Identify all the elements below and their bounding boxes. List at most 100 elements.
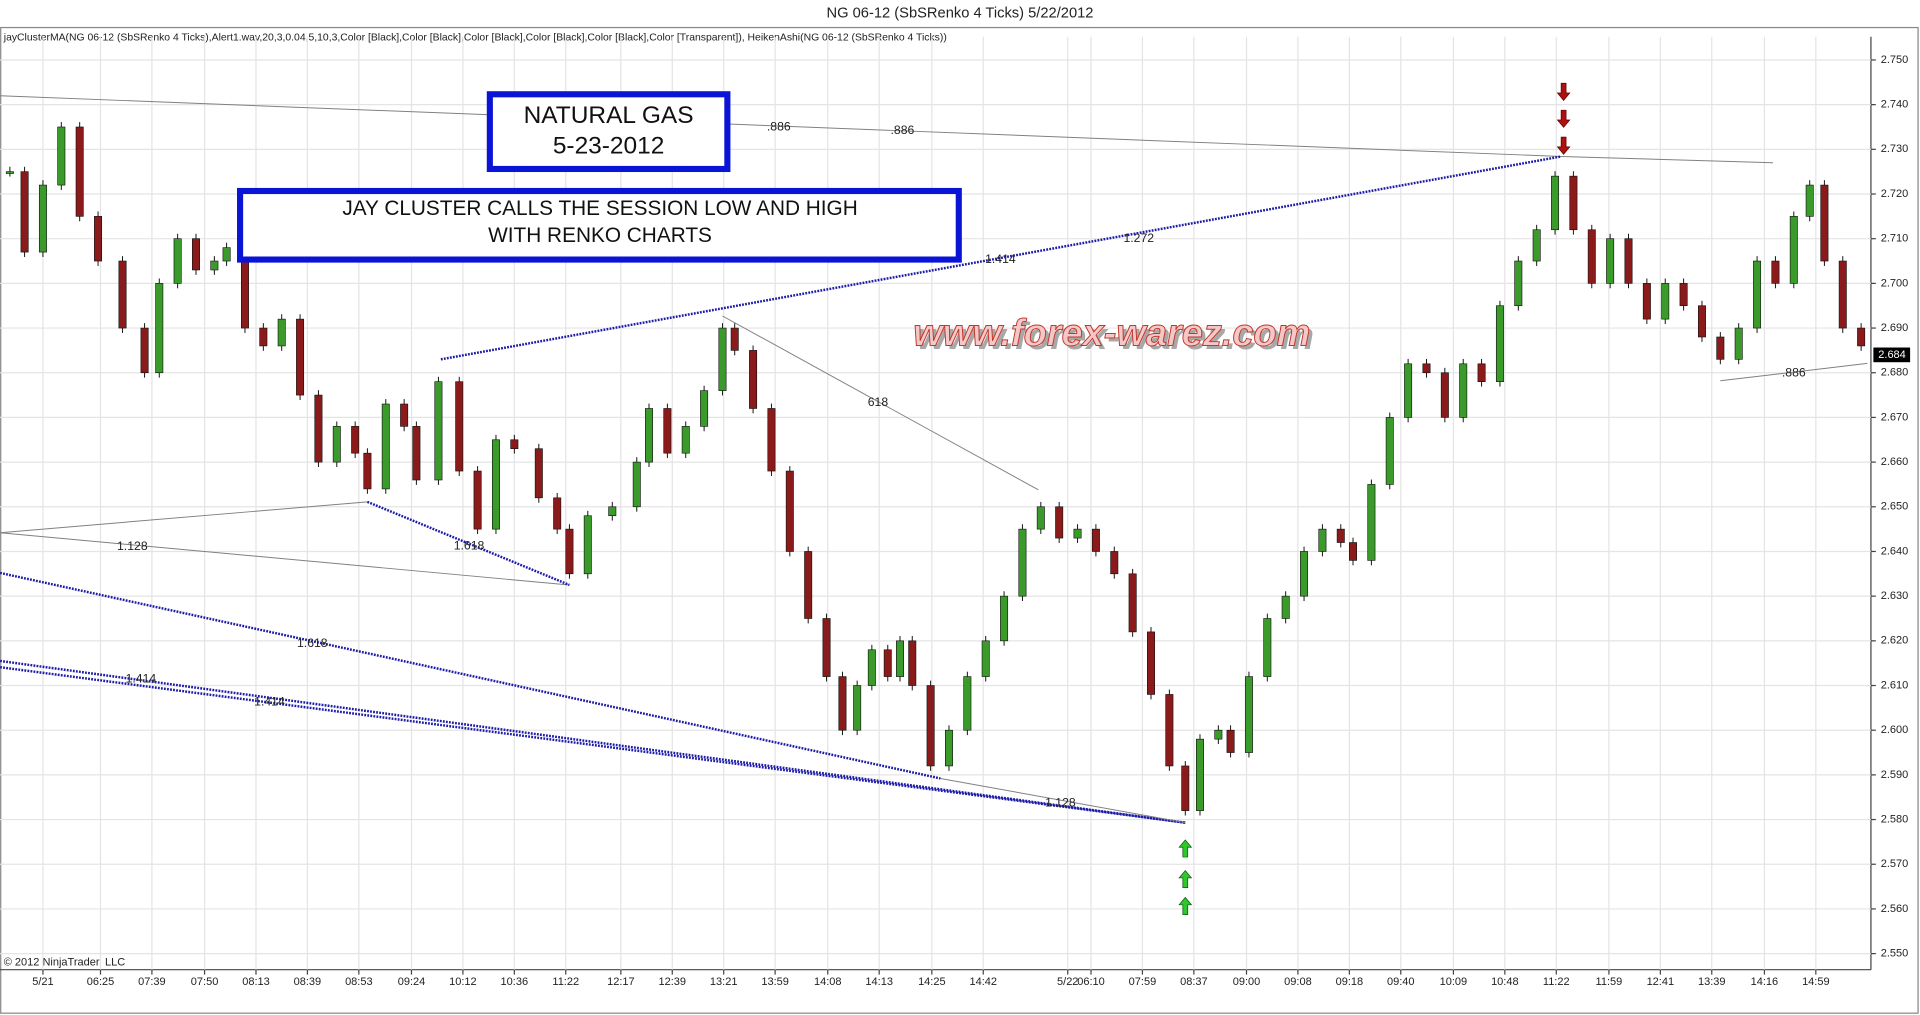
headline-box: [237, 187, 962, 263]
down-bar: [1771, 260, 1780, 284]
down-bar: [1477, 363, 1486, 382]
up-bar: [173, 238, 182, 284]
x-tick-label: 09:18: [1336, 976, 1364, 988]
x-tick-label: 08:37: [1180, 976, 1208, 988]
up-arrow: [1178, 839, 1193, 858]
down-bar: [1624, 238, 1633, 284]
down-bar: [1147, 631, 1155, 695]
x-tick-label: 14:25: [918, 976, 946, 988]
fib-label: 1.618: [454, 538, 485, 552]
up-bar: [1532, 229, 1541, 262]
fib-label: 1.414: [985, 252, 1016, 266]
up-bar: [332, 426, 341, 463]
up-bar: [222, 247, 231, 262]
up-bar: [1036, 506, 1045, 530]
up-bar: [5, 171, 14, 174]
down-bar: [1110, 551, 1119, 575]
x-tick-label: 11:22: [552, 976, 579, 988]
down-bar: [822, 618, 831, 677]
up-bar: [700, 390, 709, 427]
indicator-label: jayClusterMA(NG 06-12 (SbSRenko 4 Ticks)…: [3, 33, 947, 44]
down-bar: [455, 381, 464, 472]
down-bar: [192, 238, 200, 271]
down-bar: [1838, 260, 1847, 329]
up-bar: [1805, 184, 1814, 217]
up-bar: [645, 408, 653, 463]
x-tick-label: 14:16: [1751, 976, 1779, 988]
down-bar: [1091, 528, 1100, 552]
label-layer: 2.550 2.560 2.570 2.580 2.590 2.600 2.610 2.620…: [32, 54, 1911, 988]
y-tick-label: 2.750: [1881, 54, 1909, 66]
fib-line: [0, 95, 1562, 157]
down-bar: [351, 426, 360, 454]
down-bar: [363, 452, 372, 490]
down-bar: [1587, 229, 1596, 284]
up-bar: [1495, 305, 1504, 382]
y-tick-label: 2.590: [1881, 769, 1909, 781]
down-bar: [767, 408, 776, 472]
up-bar: [1018, 528, 1027, 597]
up-bar: [1734, 327, 1743, 360]
up-bar: [945, 729, 953, 767]
down-bar: [1820, 184, 1829, 262]
down-bar: [1857, 327, 1866, 347]
x-tick-label: 13:21: [710, 976, 738, 988]
x-tick-label: 11:22: [1543, 976, 1570, 988]
up-bar: [608, 506, 617, 517]
up-bar: [681, 426, 690, 454]
annotation-layer: [0, 95, 1868, 824]
up-bar: [381, 403, 390, 490]
down-arrow: [1556, 136, 1571, 155]
x-tick-label: 12:17: [607, 976, 635, 988]
x-tick-label: 10:12: [449, 976, 477, 988]
y-tick-label: 2.610: [1881, 679, 1909, 691]
x-tick-label: 09:24: [398, 976, 426, 988]
up-bar: [155, 283, 164, 374]
fib-line: [0, 501, 368, 534]
bar-layer: [5, 122, 1866, 816]
up-bar: [1281, 595, 1290, 619]
y-tick-label: 2.560: [1881, 903, 1909, 915]
x-tick-label: 08:39: [294, 976, 322, 988]
y-tick-label: 2.570: [1881, 858, 1909, 870]
y-tick-label: 2.720: [1881, 188, 1909, 200]
up-bar: [1459, 363, 1468, 418]
y-tick-label: 2.580: [1881, 813, 1909, 825]
y-tick-label: 2.710: [1881, 233, 1909, 245]
fib-line-dotted: [0, 659, 1186, 824]
fib-label: .886: [891, 123, 915, 137]
x-tick-label: 10:09: [1440, 976, 1468, 988]
up-bar: [963, 676, 972, 731]
down-bar: [926, 685, 935, 767]
down-bar: [400, 403, 409, 427]
fib-label: 1.618: [297, 636, 328, 650]
down-bar: [1336, 528, 1345, 543]
price-marker: [1873, 347, 1911, 363]
y-tick-label: 2.700: [1881, 277, 1909, 289]
down-bar: [20, 171, 29, 253]
up-bar: [1300, 551, 1309, 597]
y-tick-label: 2.550: [1881, 948, 1909, 960]
up-bar: [632, 461, 641, 508]
up-bar: [1385, 417, 1394, 485]
up-bar: [1263, 618, 1272, 677]
up-bar: [491, 439, 500, 530]
down-arrow: [1556, 109, 1571, 128]
up-bar: [434, 381, 443, 481]
fib-label: .886: [1782, 365, 1806, 379]
up-bar: [1367, 484, 1376, 561]
down-bar: [473, 470, 482, 530]
sell-arrows: [1556, 82, 1571, 155]
fib-label: .886: [767, 120, 791, 134]
x-tick-label: 14:59: [1802, 976, 1830, 988]
chart-frame: [0, 26, 1919, 1014]
title-box: [486, 91, 731, 173]
x-tick-label: 07:50: [191, 976, 219, 988]
down-bar: [1697, 305, 1706, 338]
down-bar: [314, 394, 323, 463]
fib-label: 618: [868, 395, 889, 409]
y-tick-label: 2.650: [1881, 501, 1909, 513]
watermark-shadow: www.forex-warez.com: [917, 316, 1314, 358]
